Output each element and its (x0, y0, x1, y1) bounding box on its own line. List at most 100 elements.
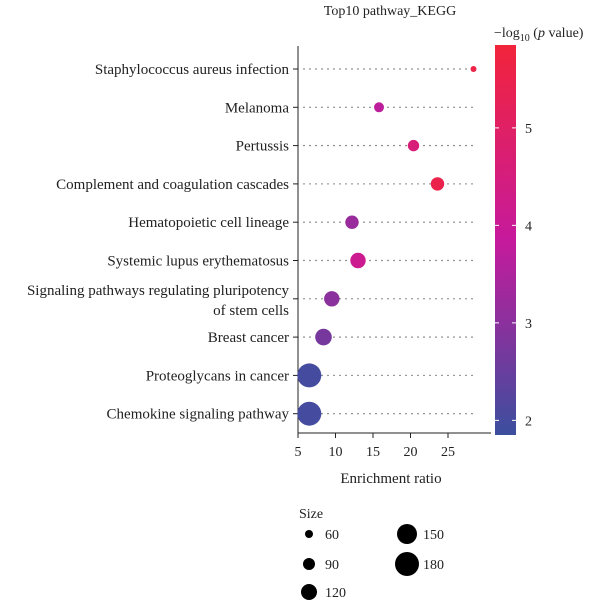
point-pertussis (407, 139, 420, 152)
grid-dot (429, 413, 431, 415)
grid-dot (369, 183, 371, 185)
y-label-chemokine-signaling-pathway: Chemokine signaling pathway (107, 407, 290, 423)
grid-dot (315, 221, 317, 223)
grid-dot (309, 144, 311, 147)
grid-dot (381, 221, 383, 223)
grid-dot (363, 374, 365, 377)
y-label-signaling-pathways-regulating-pluripotency-of-stem-cells: Signaling pathways regulating pluripoten… (27, 283, 290, 319)
grid-dot (447, 68, 449, 70)
grid-dot (303, 183, 305, 185)
grid-dot (411, 298, 413, 300)
grid-dot (339, 413, 341, 415)
grid-dot (327, 183, 329, 185)
grid-dot (333, 144, 335, 147)
grid-dot (345, 336, 347, 338)
grid-dot (417, 413, 419, 415)
grid-dot (327, 106, 329, 109)
y-axis-ticks (293, 68, 298, 415)
grid-dot (381, 298, 383, 300)
grid-dot (321, 298, 323, 300)
x-tick-label: 15 (366, 445, 380, 460)
grid-dot (441, 259, 443, 262)
colorbar-tick-label: 5 (525, 122, 532, 137)
grid-dot (345, 374, 347, 377)
grid-dot (381, 259, 383, 262)
grid-dots (297, 68, 473, 415)
grid-dot (399, 106, 401, 109)
grid-dot (351, 374, 353, 377)
grid-dot (453, 144, 455, 147)
grid-dot (423, 144, 425, 147)
grid-dot (345, 298, 347, 300)
grid-dot (369, 413, 371, 415)
y-label-complement-and-coagulation-cascades: Complement and coagulation cascades (56, 177, 289, 193)
grid-dot (399, 68, 401, 70)
grid-dot (393, 106, 395, 109)
grid-dot (303, 68, 305, 70)
grid-dot (447, 259, 449, 262)
grid-dot (423, 374, 425, 377)
grid-dot (417, 183, 419, 185)
size-legend-key-90 (303, 558, 315, 570)
grid-dot (309, 298, 311, 300)
y-label-melanoma: Melanoma (225, 100, 289, 116)
grid-dot (315, 144, 317, 147)
grid-dot (393, 221, 395, 223)
grid-dot (351, 298, 353, 300)
grid-dot (333, 413, 335, 415)
grid-dot (309, 336, 311, 338)
point-breast-cancer (315, 328, 332, 346)
grid-dot (435, 144, 437, 147)
grid-dot (411, 374, 413, 377)
grid-dot (423, 336, 425, 338)
y-label-hematopoietic-cell-lineage: Hematopoietic cell lineage (128, 215, 289, 231)
grid-dot (381, 68, 383, 70)
grid-dot (471, 374, 473, 377)
grid-dot (339, 144, 341, 147)
grid-dot (333, 259, 335, 262)
grid-dot (321, 221, 323, 223)
grid-dot (435, 374, 437, 377)
grid-dot (459, 298, 461, 300)
grid-dot (363, 144, 365, 147)
grid-dot (345, 68, 347, 70)
grid-dot (465, 298, 467, 300)
grid-dot (399, 374, 401, 377)
grid-dot (351, 183, 353, 185)
grid-dot (435, 413, 437, 415)
grid-dot (429, 183, 431, 185)
grid-dot (453, 336, 455, 338)
grid-dot (363, 183, 365, 185)
grid-dot (471, 336, 473, 338)
grid-dot (429, 259, 431, 262)
grid-dot (387, 298, 389, 300)
grid-dot (321, 374, 323, 377)
point-chemokine-signaling-pathway (297, 401, 322, 426)
grid-dot (399, 413, 401, 415)
grid-dot (411, 183, 413, 185)
grid-dot (399, 259, 401, 262)
grid-dot (417, 336, 419, 338)
grid-dot (351, 106, 353, 109)
grid-dot (387, 374, 389, 377)
x-axis-ticks: 5 10 15 20 25 (295, 433, 455, 460)
size-legend-key-150 (397, 524, 417, 544)
grid-dot (441, 144, 443, 147)
grid-dot (315, 298, 317, 300)
grid-dot (417, 221, 419, 223)
x-axis-title: Enrichment ratio (340, 471, 441, 487)
grid-dot (345, 413, 347, 415)
grid-dot (327, 68, 329, 70)
y-label-pertussis: Pertussis (236, 139, 290, 155)
grid-dot (465, 68, 467, 70)
grid-dot (327, 221, 329, 223)
grid-dot (387, 106, 389, 109)
grid-dot (405, 68, 407, 70)
grid-dot (465, 374, 467, 377)
grid-dot (405, 413, 407, 415)
grid-dot (315, 183, 317, 185)
grid-dot (417, 68, 419, 70)
grid-dot (447, 144, 449, 147)
grid-dot (417, 259, 419, 262)
grid-dot (441, 336, 443, 338)
